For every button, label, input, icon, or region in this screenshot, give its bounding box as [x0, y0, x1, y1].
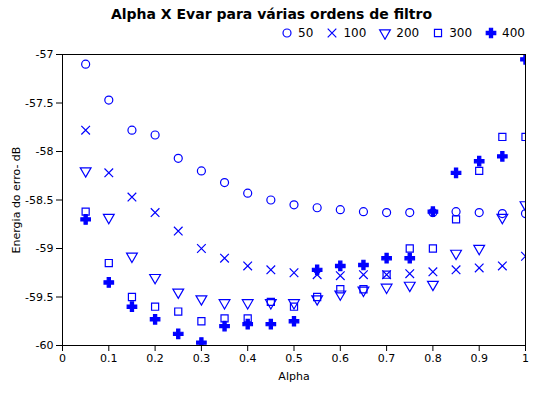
svg-text:-59.5: -59.5 [25, 291, 53, 304]
html-text:Alpha X Evar para várias orden: Alpha X Evar para várias ordens de filtr… [110, 6, 433, 22]
svg-text:0.6: 0.6 [332, 352, 350, 365]
svg-text:-57: -57 [36, 48, 54, 61]
svg-text:1: 1 [522, 352, 529, 365]
svg-text:0.2: 0.2 [146, 352, 164, 365]
svg-text:0.8: 0.8 [424, 352, 442, 365]
svg-text:Alpha: Alpha [278, 370, 309, 383]
svg-text:-60: -60 [36, 339, 54, 352]
html-text:400: 400 [502, 26, 525, 40]
html-text:100: 100 [343, 26, 367, 40]
svg-text:0.7: 0.7 [378, 352, 396, 365]
svg-text:0.4: 0.4 [239, 352, 257, 365]
svg-text:-58.5: -58.5 [25, 194, 53, 207]
svg-text:-57.5: -57.5 [25, 97, 53, 110]
svg-text:0.5: 0.5 [285, 352, 303, 365]
html-text:300: 300 [449, 26, 473, 40]
html-text:50: 50 [298, 26, 314, 40]
svg-text:-59: -59 [36, 242, 54, 255]
svg-text:Energia do erro- dB: Energia do erro- dB [10, 147, 23, 254]
svg-text:0.9: 0.9 [470, 352, 488, 365]
svg-text:-58: -58 [36, 145, 54, 158]
svg-text:0.1: 0.1 [100, 352, 118, 365]
svg-text:0: 0 [59, 352, 66, 365]
svg-text:0.3: 0.3 [193, 352, 211, 365]
html-text:200: 200 [396, 26, 420, 40]
